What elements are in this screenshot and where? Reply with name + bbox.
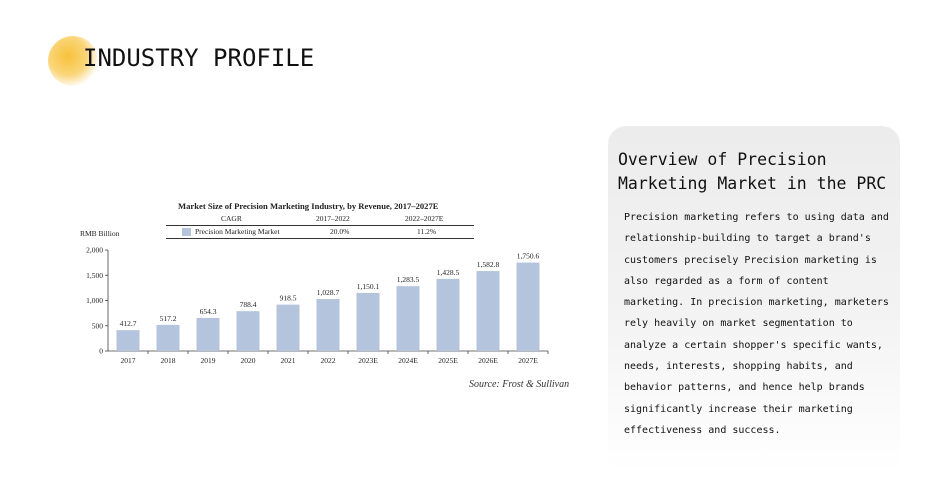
bar-value-label: 918.5 xyxy=(280,294,297,303)
bar-value-label: 1,750.6 xyxy=(517,252,540,261)
bar-value-label: 788.4 xyxy=(240,300,257,309)
legend-header-period-1: 2017–2022 xyxy=(316,214,350,223)
legend-cagr-2: 11.2% xyxy=(417,227,437,236)
legend-header-period-2: 2022–2027E xyxy=(405,214,444,223)
bar-chart: Market Size of Precision Marketing Indus… xyxy=(78,196,590,396)
x-tick-label: 2024E xyxy=(398,356,418,365)
bar-value-label: 1,150.1 xyxy=(357,282,380,291)
legend-cagr-1: 20.0% xyxy=(330,227,350,236)
x-tick-label: 2026E xyxy=(478,356,498,365)
bar xyxy=(516,262,540,351)
bar-value-label: 1,028.7 xyxy=(317,288,340,297)
y-axis-label: RMB Billion xyxy=(80,229,120,238)
bar xyxy=(396,286,420,351)
legend-header-cagr: CAGR xyxy=(221,214,242,223)
y-tick-label: 1,000 xyxy=(86,296,103,305)
bar xyxy=(356,292,380,351)
x-tick-label: 2019 xyxy=(201,356,216,365)
panel-body-text: Precision marketing refers to using data… xyxy=(624,212,889,436)
bar xyxy=(156,324,180,351)
legend-header-row: CAGR 2017–2022 2022–2027E xyxy=(166,213,474,226)
panel-title: Overview of Precision Marketing Market i… xyxy=(618,150,887,193)
bar-value-label: 412.7 xyxy=(120,319,137,328)
bar-value-label: 1,428.5 xyxy=(437,268,460,277)
x-tick-label: 2020 xyxy=(241,356,256,365)
x-tick-label: 2027E xyxy=(518,356,538,365)
legend-swatch xyxy=(182,228,191,236)
bar-value-label: 517.2 xyxy=(160,314,177,323)
y-tick-label: 0 xyxy=(99,347,103,356)
x-tick-label: 2018 xyxy=(161,356,176,365)
legend-series-name: Precision Marketing Market xyxy=(195,227,280,236)
bar xyxy=(196,317,220,351)
chart-plot: 0 500 1,000 1,500 2,000 412.7 2017 517.2 2018 654… xyxy=(86,246,549,365)
bar xyxy=(436,278,460,351)
bar xyxy=(116,330,140,351)
y-tick-label: 2,000 xyxy=(86,246,103,255)
bar-value-label: 1,283.5 xyxy=(397,275,420,284)
bar xyxy=(316,299,340,351)
y-tick-label: 1,500 xyxy=(86,271,103,280)
legend-table: CAGR 2017–2022 2022–2027E Precision Mark… xyxy=(166,213,474,239)
legend-row: Precision Marketing Market 20.0% 11.2% xyxy=(166,226,474,239)
x-tick-label: 2025E xyxy=(438,356,458,365)
y-tick-label: 500 xyxy=(92,321,104,330)
bar xyxy=(276,304,300,351)
x-tick-label: 2023E xyxy=(358,356,378,365)
chart-source: Source: Frost & Sullivan xyxy=(469,379,570,390)
chart-title: Market Size of Precision Marketing Indus… xyxy=(178,201,439,211)
x-tick-label: 2021 xyxy=(281,356,296,365)
overview-panel: Overview of Precision Marketing Market i… xyxy=(608,126,900,471)
bar xyxy=(476,271,500,351)
page-title: INDUSTRY PROFILE xyxy=(83,44,315,72)
bar xyxy=(236,311,260,351)
bar-value-label: 654.3 xyxy=(200,307,217,316)
title-accent-dot xyxy=(48,36,98,86)
x-tick-label: 2017 xyxy=(121,356,136,365)
x-tick-label: 2022 xyxy=(321,356,336,365)
bar-value-label: 1,582.8 xyxy=(477,260,500,269)
